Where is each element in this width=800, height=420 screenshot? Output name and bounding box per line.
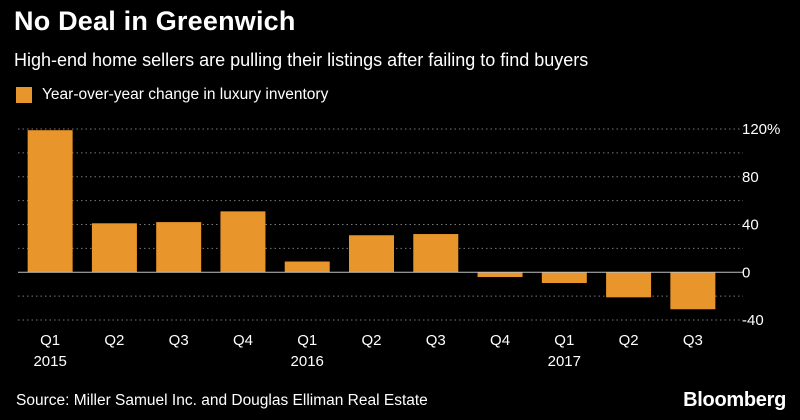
brand-logo: Bloomberg xyxy=(683,389,786,411)
bar xyxy=(670,272,716,310)
bar xyxy=(541,272,587,283)
x-year-label: 2016 xyxy=(291,353,324,370)
x-tick-label: Q2 xyxy=(619,332,639,349)
legend-label: Year-over-year change in luxury inventor… xyxy=(42,86,329,103)
y-tick-label: 80 xyxy=(742,169,759,186)
bar xyxy=(156,222,202,273)
x-tick-label: Q1 xyxy=(297,332,317,349)
bar xyxy=(91,223,137,273)
y-tick-label: 40 xyxy=(742,217,759,234)
bar xyxy=(477,272,523,278)
x-tick-label: Q3 xyxy=(683,332,703,349)
chart-title: No Deal in Greenwich xyxy=(14,6,296,36)
x-tick-label: Q3 xyxy=(169,332,189,349)
x-year-label: 2015 xyxy=(33,353,66,370)
bar xyxy=(413,234,459,273)
x-tick-label: Q1 xyxy=(554,332,574,349)
legend: Year-over-year change in luxury inventor… xyxy=(16,86,328,104)
x-tick-label: Q1 xyxy=(40,332,60,349)
y-tick-label: -40 xyxy=(742,312,764,329)
y-tick-label: 0 xyxy=(742,264,750,281)
x-tick-label: Q2 xyxy=(361,332,381,349)
source-note: Source: Miller Samuel Inc. and Douglas E… xyxy=(16,392,428,409)
bar xyxy=(27,130,73,273)
bar xyxy=(220,211,266,273)
bar xyxy=(284,261,330,273)
y-tick-label: 120% xyxy=(742,121,780,138)
chart-subtitle: High-end home sellers are pulling their … xyxy=(14,50,589,70)
x-year-label: 2017 xyxy=(548,353,581,370)
bar xyxy=(349,235,394,273)
bar xyxy=(606,272,652,298)
legend-swatch xyxy=(16,87,32,103)
x-tick-label: Q4 xyxy=(490,332,510,349)
x-tick-label: Q2 xyxy=(104,332,124,349)
x-tick-label: Q3 xyxy=(426,332,446,349)
x-tick-label: Q4 xyxy=(233,332,253,349)
